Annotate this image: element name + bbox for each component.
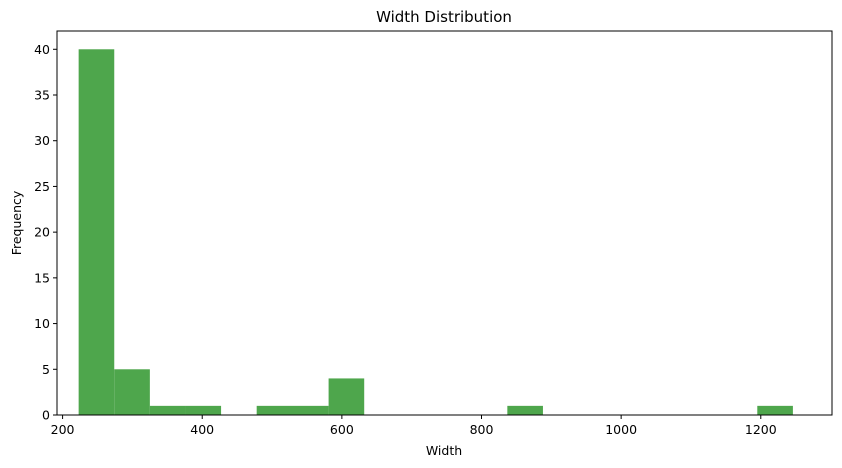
histogram-bar-1 [114, 369, 150, 415]
x-axis-ticks: 200 400 600 800 1000 1200 [51, 415, 777, 437]
histogram-bar-2 [149, 405, 186, 415]
y-tick-label: 35 [34, 88, 50, 103]
histogram-bar-12 [507, 405, 543, 415]
histogram-bar-6 [292, 405, 329, 415]
x-tick-label: 800 [470, 422, 494, 437]
y-tick-label: 5 [42, 362, 50, 377]
y-tick-label: 40 [34, 42, 50, 57]
y-tick-label: 20 [34, 225, 50, 240]
histogram-bar-19 [757, 405, 793, 415]
y-axis-label: Frequency [9, 190, 24, 255]
chart-title: Width Distribution [376, 8, 512, 26]
x-tick-label: 600 [330, 422, 354, 437]
x-tick-label: 1200 [745, 422, 777, 437]
histogram-bar-3 [185, 405, 222, 415]
y-tick-label: 30 [34, 133, 50, 148]
histogram-bar-0 [78, 49, 115, 416]
x-tick-label: 200 [51, 422, 75, 437]
bars-group [78, 49, 793, 416]
histogram-bar-5 [256, 405, 293, 415]
plot-frame [56, 30, 833, 416]
x-tick-label: 1000 [605, 422, 637, 437]
y-tick-label: 25 [34, 179, 50, 194]
y-tick-label: 0 [42, 408, 50, 423]
x-axis-label: Width [426, 443, 462, 458]
histogram-bar-7 [328, 378, 365, 415]
x-tick-label: 400 [190, 422, 214, 437]
y-tick-label: 15 [34, 270, 50, 285]
y-axis-ticks: 0 5 10 15 20 25 30 35 40 [34, 42, 57, 423]
y-tick-label: 10 [34, 316, 50, 331]
